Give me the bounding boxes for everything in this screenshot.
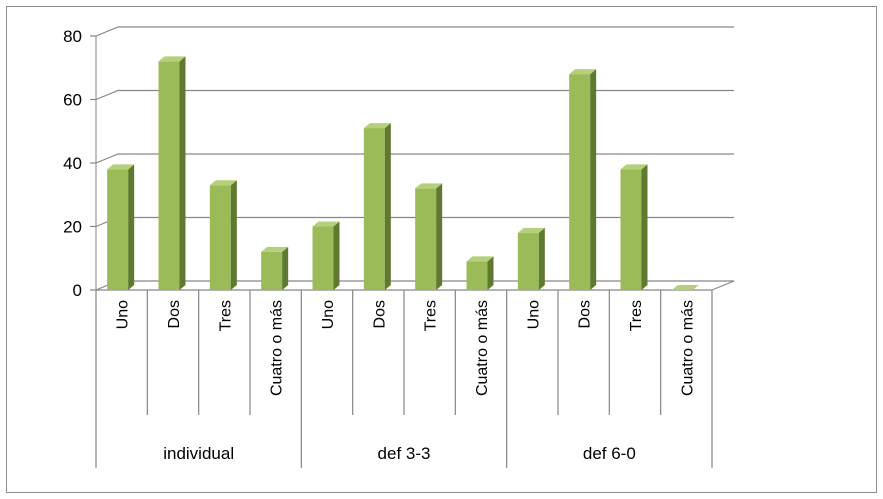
bar-side (641, 164, 648, 290)
bar-front (517, 232, 539, 290)
category-label: Cuatro o más (679, 300, 696, 396)
chart-frame: 0 20 40 60 80 Uno Dos Tres Cuatro o más Uno Dos Tr… (6, 6, 877, 493)
bar-front (261, 251, 283, 290)
bar-front (466, 261, 488, 290)
y-tick-label: 80 (63, 27, 82, 46)
category-label: Dos (166, 300, 183, 328)
group-label: def 6-0 (583, 444, 636, 463)
category-label: Cuatro o más (269, 300, 286, 396)
bar-top (158, 56, 186, 62)
bar-side (282, 246, 289, 290)
category-label: Tres (628, 300, 645, 331)
bar-side (436, 183, 443, 290)
bar-front (209, 185, 231, 290)
bar-side (487, 256, 494, 290)
bar-top (517, 227, 545, 233)
x-axis-categories: Uno Dos Tres Cuatro o más Uno Dos Tres Cuatro o… (115, 300, 697, 396)
y-tick-label: 20 (63, 218, 82, 237)
bar-front (158, 61, 180, 291)
bar-chart: 0 20 40 60 80 Uno Dos Tres Cuatro o más Uno Dos Tr… (63, 26, 735, 468)
bar-top (569, 69, 597, 75)
bar-side (333, 221, 340, 290)
category-label: Cuatro o más (474, 300, 491, 396)
category-label: Uno (525, 300, 542, 329)
category-label: Tres (423, 300, 440, 331)
gridline (95, 26, 734, 37)
bar-top (209, 180, 237, 186)
category-label: Dos (577, 300, 594, 328)
gridline (95, 89, 734, 101)
category-label: Uno (320, 300, 337, 329)
bar-side (384, 123, 391, 290)
bar-top (107, 164, 135, 170)
y-tick-label: 60 (63, 91, 82, 110)
bars (107, 56, 699, 291)
y-axis-ticks: 0 20 40 60 80 (63, 27, 82, 300)
bar-side (179, 56, 186, 291)
bar-front (107, 169, 129, 290)
bar-front (620, 169, 642, 290)
bar-side (590, 69, 597, 290)
floor-edge (711, 280, 735, 291)
bar-front (415, 188, 437, 290)
gridline (95, 153, 734, 164)
category-label: Tres (217, 300, 234, 331)
bar-side (128, 164, 135, 290)
group-label: def 3-3 (378, 444, 431, 463)
bar-top (671, 285, 699, 290)
bar-top (466, 256, 494, 262)
y-tick-label: 0 (73, 281, 82, 300)
y-tick-label: 40 (63, 154, 82, 173)
group-label: individual (163, 444, 234, 463)
bar-top (620, 164, 648, 170)
bar-side (230, 180, 237, 290)
bar-top (312, 221, 340, 227)
bar-front (363, 128, 385, 290)
bar-side (538, 227, 545, 290)
bar-top (363, 123, 391, 129)
bar-top (261, 246, 289, 252)
axes (90, 35, 735, 468)
x-axis-groups: individual def 3-3 def 6-0 (163, 444, 636, 463)
category-label: Dos (371, 300, 388, 328)
bar-front (569, 74, 591, 290)
category-label: Uno (115, 300, 132, 329)
bar-top (415, 183, 443, 189)
bar-front (312, 226, 334, 290)
